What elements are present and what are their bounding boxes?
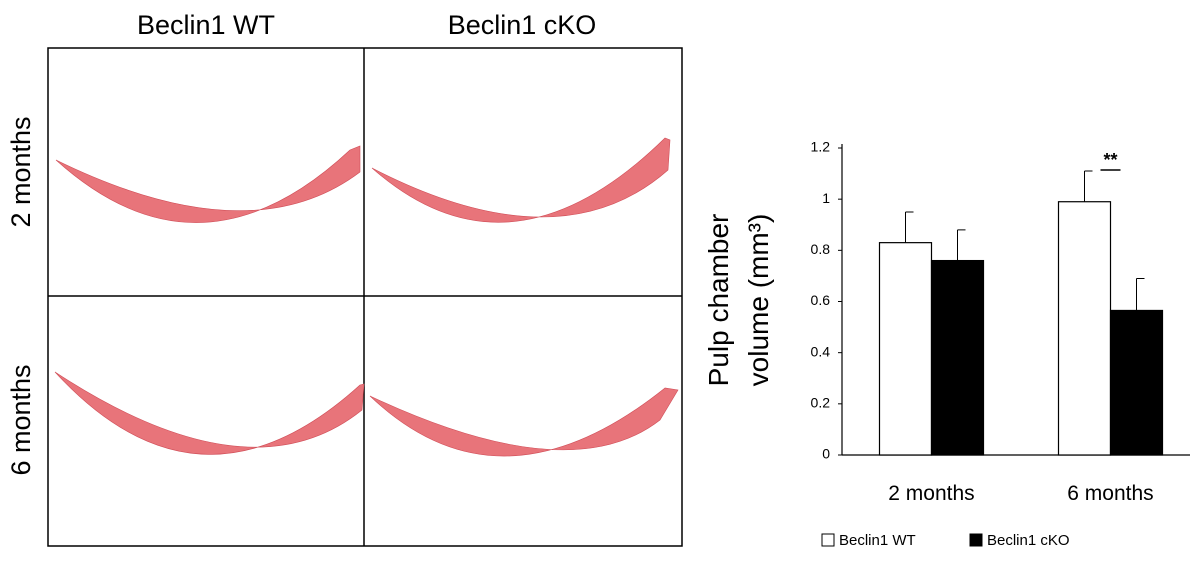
bar <box>880 243 932 455</box>
pulp-image <box>372 138 670 222</box>
legend-swatch <box>970 534 982 546</box>
pulp-image <box>370 388 678 456</box>
bar <box>932 261 984 455</box>
grid-border <box>48 48 682 546</box>
error-bar <box>958 230 966 261</box>
figure: Beclin1 WT Beclin1 cKO 2 months 6 months… <box>0 0 1201 556</box>
legend-swatch <box>822 534 834 546</box>
annotation: ** <box>1103 150 1117 170</box>
pulp-image <box>56 146 360 223</box>
legend-label: Beclin1 cKO <box>987 532 1070 549</box>
y-tick-label: 0.6 <box>811 292 831 308</box>
error-bar <box>1085 171 1093 202</box>
y-tick-label: 1.2 <box>811 139 831 155</box>
image-grid <box>48 48 682 546</box>
legend-label: Beclin1 WT <box>839 532 916 549</box>
bar-chart: 0 0.2 0.4 0.6 0.8 1 1.2 2 months 6 months ** Pulp … <box>703 139 1190 549</box>
y-tick-label: 0.2 <box>811 395 831 411</box>
y-axis-label: volume (mm³) <box>743 214 774 387</box>
row-header: 2 months <box>6 116 36 227</box>
bar <box>1111 310 1163 455</box>
column-header: Beclin1 cKO <box>448 10 597 40</box>
y-axis-label: Pulp chamber <box>703 214 734 387</box>
error-bar <box>1137 278 1145 310</box>
x-tick-label: 2 months <box>888 482 974 505</box>
y-tick-label: 0.4 <box>811 343 831 359</box>
y-tick-label: 0 <box>822 446 830 462</box>
column-header: Beclin1 WT <box>137 10 275 40</box>
bar <box>1059 202 1111 455</box>
row-header: 6 months <box>6 364 36 475</box>
error-bar <box>906 212 914 243</box>
y-tick-label: 0.8 <box>811 241 831 257</box>
pulp-image <box>55 372 364 454</box>
x-tick-label: 6 months <box>1067 482 1153 505</box>
y-tick-label: 1 <box>822 190 830 206</box>
